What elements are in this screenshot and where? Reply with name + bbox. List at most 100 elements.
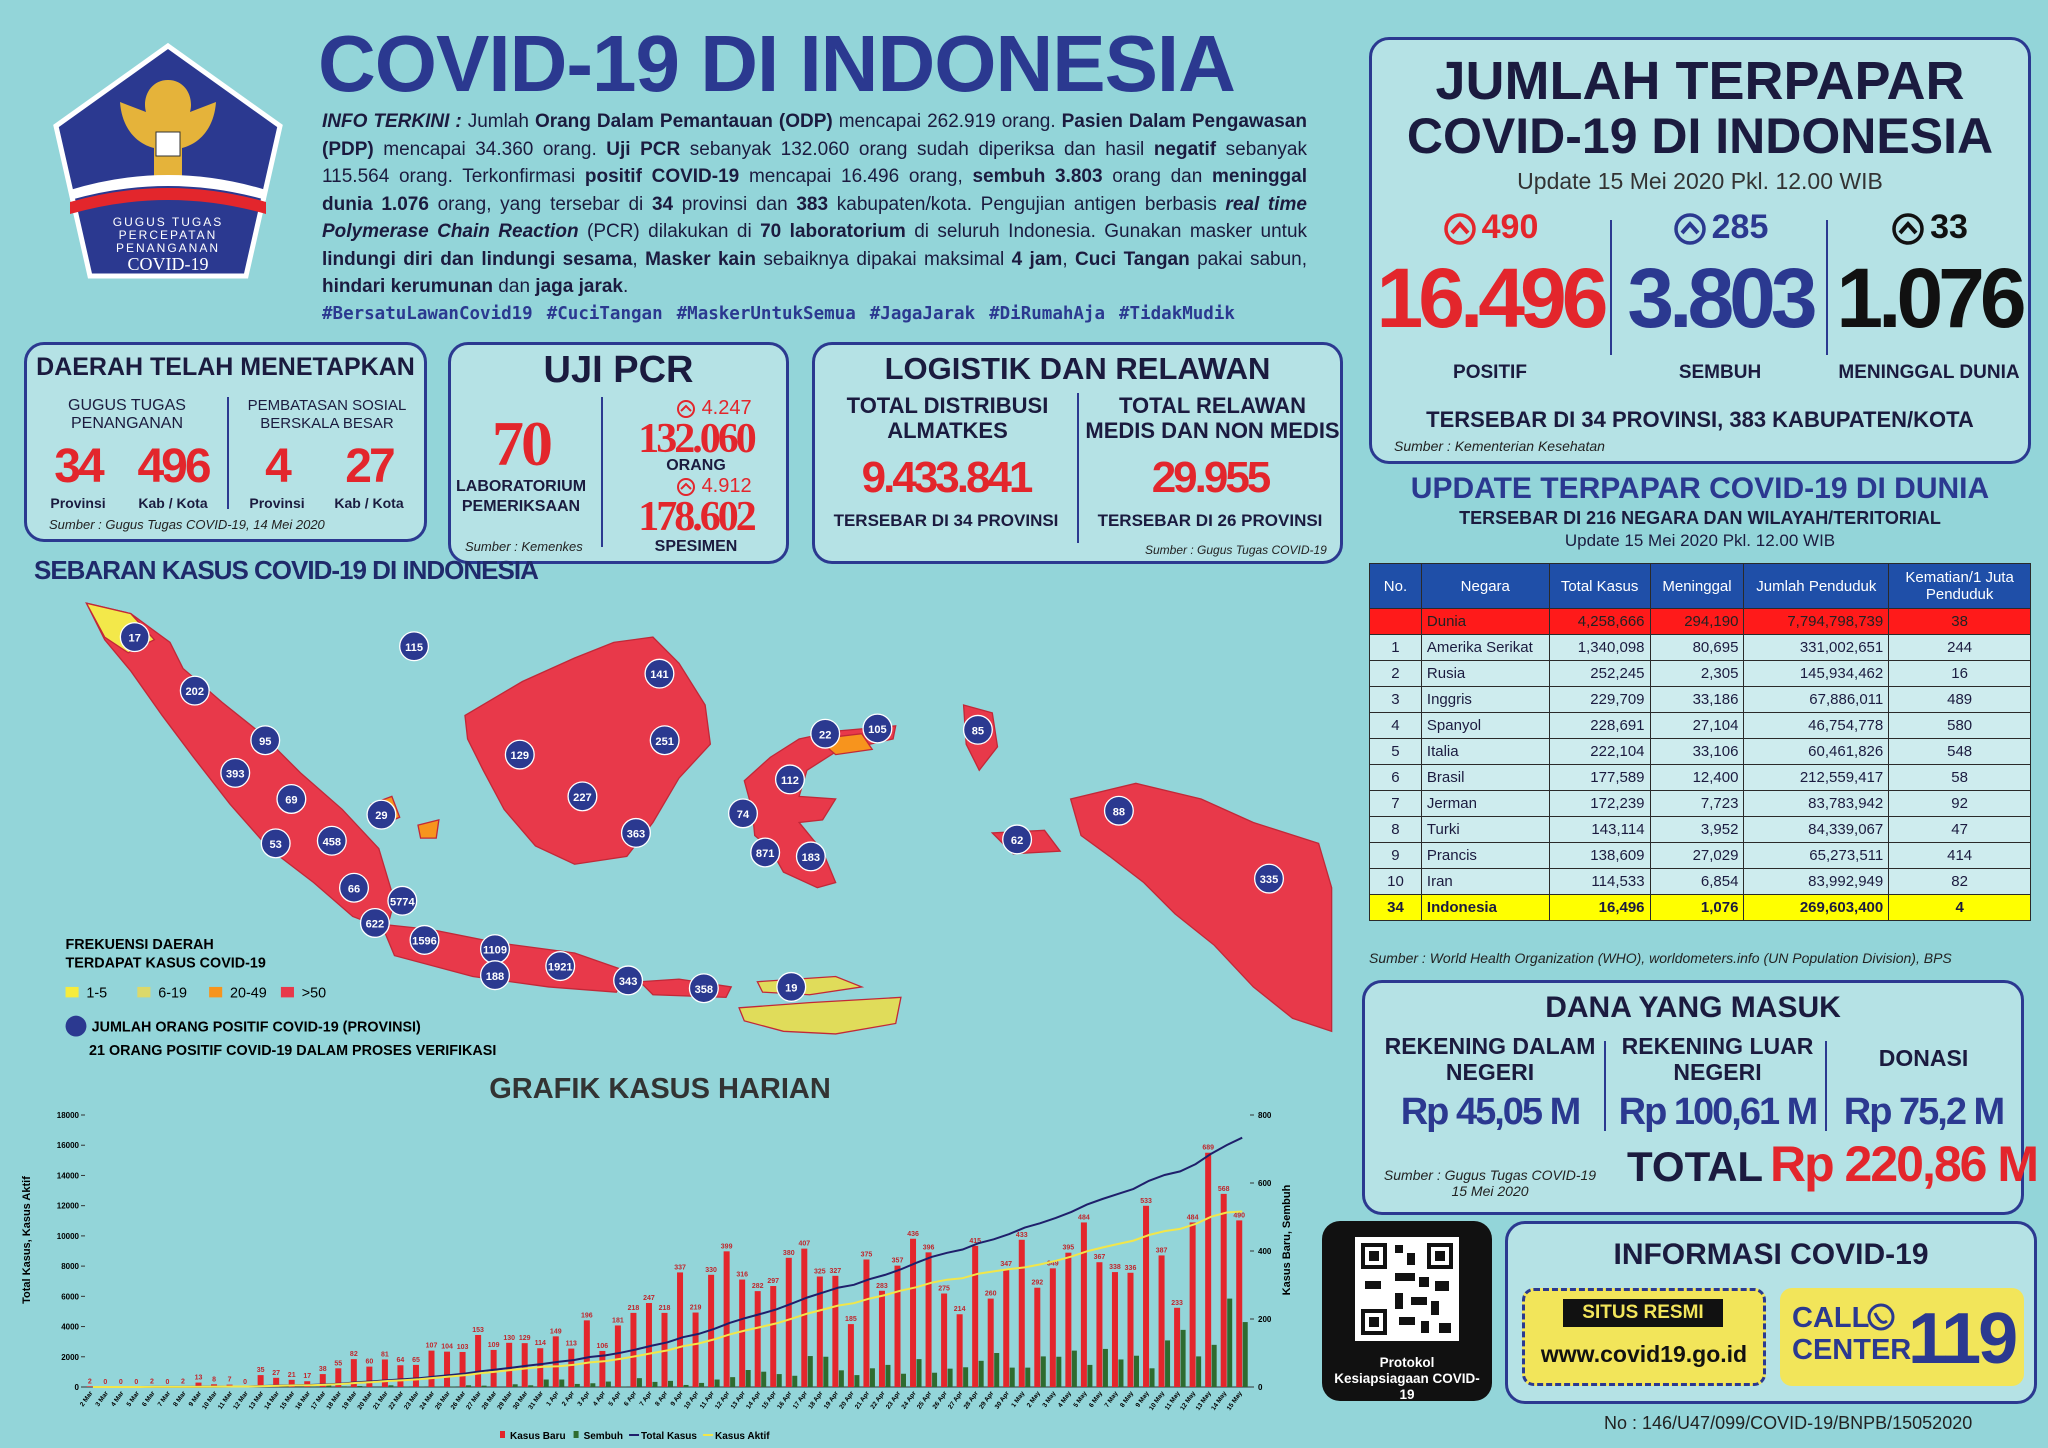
bar <box>683 1384 689 1387</box>
legend-title: FREKUENSI DAERAH <box>66 937 214 953</box>
stat-value: 29.955 <box>1151 453 1272 502</box>
bar <box>350 1359 357 1387</box>
stat-value: 178.602 <box>638 494 757 540</box>
call-number[interactable]: 119 <box>1908 1299 2018 1379</box>
map-marker <box>795 841 826 872</box>
data-label: 27 <box>272 1370 280 1377</box>
bar <box>543 1379 549 1387</box>
update-text: Update 15 Mei 2020 Pkl. 12.00 WIB <box>1564 531 1836 550</box>
marker-label: 105 <box>868 724 886 736</box>
bar <box>357 1385 363 1387</box>
table-row: 9 Prancis 138,609 27,029 65,273,511 414 <box>1369 842 2031 869</box>
bar <box>1180 1329 1186 1387</box>
bar <box>1080 1222 1087 1387</box>
pcr-panel: UJI PCR 70 LABORATORIUM PEMERIKSAAN 4.24… <box>448 342 789 564</box>
x-tick-label: 25 Apr <box>916 1390 933 1411</box>
x-tick-label: 4 Apr <box>592 1390 607 1408</box>
stat-unit: Kab / Kota <box>138 495 208 511</box>
marker-label: 74 <box>737 809 750 821</box>
bar <box>645 1303 652 1387</box>
map-marker <box>545 951 576 982</box>
bar <box>481 1385 487 1387</box>
data-label: 327 <box>830 1268 842 1275</box>
info-segment: 34 <box>651 193 674 215</box>
divider <box>1610 220 1612 355</box>
x-tick-label: 10 Mar <box>201 1390 219 1411</box>
bar <box>319 1374 326 1387</box>
marker-label: 1921 <box>548 962 573 974</box>
bar <box>86 1386 93 1387</box>
marker-label: 1109 <box>483 945 507 957</box>
x-tick-label: 9 Apr <box>670 1390 685 1408</box>
spread-text: TERSEBAR DI 34 PROVINSI, 383 KABUPATEN/K… <box>1426 407 1974 432</box>
table-row: 3 Inggris 229,709 33,186 67,886,011 489 <box>1369 686 2031 713</box>
x-tick-label: 4 Mar <box>110 1390 126 1408</box>
x-tick-label: 15 Apr <box>761 1390 778 1411</box>
table-cell: 27,104 <box>1649 712 1745 739</box>
legend-label: Kasus Baru <box>510 1431 566 1442</box>
info-segment: lindungi diri dan lindungi sesama <box>322 248 633 270</box>
y2-axis-label: Kasus Baru, Sembuh <box>1281 1184 1293 1295</box>
bar <box>838 1370 844 1387</box>
bar <box>745 1370 751 1387</box>
total-label: TOTAL <box>1627 1143 1764 1190</box>
bar <box>792 1375 798 1387</box>
bar <box>668 1380 673 1387</box>
stat-value: 132.060 <box>638 416 757 462</box>
marker-label: 66 <box>348 883 360 895</box>
marker-label: 85 <box>972 725 984 737</box>
bar <box>1003 1269 1010 1387</box>
bar <box>1034 1287 1041 1387</box>
x-tick-label: 14 Apr <box>745 1390 762 1411</box>
bar <box>1118 1359 1124 1387</box>
table-cell: Amerika Serikat <box>1420 634 1550 661</box>
table-cell: Italia <box>1420 738 1550 765</box>
marker-label: 69 <box>285 795 297 807</box>
map-marker <box>276 783 307 814</box>
map-marker <box>504 739 535 770</box>
marker-label: 53 <box>270 839 282 851</box>
data-label: 282 <box>752 1283 764 1290</box>
table-cell: 65,273,511 <box>1743 842 1890 869</box>
bar <box>381 1359 388 1387</box>
data-label: 106 <box>597 1343 609 1350</box>
info-segment: Orang Dalam Pemantauan (ODP) <box>534 111 833 132</box>
bar <box>863 1259 870 1387</box>
map-marker <box>776 971 807 1002</box>
x-tick-label: 3 Apr <box>576 1390 591 1408</box>
data-label: 233 <box>1171 1300 1183 1307</box>
info-segment: pakai sabun, <box>1189 248 1307 270</box>
x-tick-label: 19 Apr <box>823 1390 840 1411</box>
data-label: 375 <box>861 1252 873 1259</box>
call-box[interactable]: CALL CENTER 119 <box>1780 1288 2024 1386</box>
bar <box>947 1368 953 1387</box>
bar <box>1220 1193 1227 1387</box>
up-icon <box>1443 213 1476 245</box>
site-url[interactable]: www.covid19.go.id <box>1540 1341 1748 1367</box>
site-label: SITUS RESMI <box>1563 1299 1723 1327</box>
legend-swatch <box>137 986 151 998</box>
site-box[interactable]: SITUS RESMI www.covid19.go.id <box>1522 1288 1766 1386</box>
map-marker <box>1253 863 1285 894</box>
table-cell: 1,076 <box>1649 894 1745 921</box>
stat-note: TERSEBAR DI 26 PROVINSI <box>1097 511 1323 530</box>
bar <box>832 1275 839 1387</box>
x-tick-label: 2 Apr <box>561 1390 576 1408</box>
table-cell: 2,305 <box>1649 660 1745 687</box>
data-label: 275 <box>938 1286 950 1293</box>
data-label: 129 <box>519 1335 531 1342</box>
stat-value: 34 <box>54 440 104 493</box>
up-icon <box>1673 213 1706 245</box>
table-cell: 10 <box>1369 868 1422 895</box>
map-marker <box>479 960 510 991</box>
divider <box>1604 1041 1606 1131</box>
table-cell: 580 <box>1888 712 2031 739</box>
stat-label: TOTAL DISTRIBUSI ALMATKES <box>846 393 1049 443</box>
x-tick-label: 3 Mar <box>94 1390 110 1408</box>
map-marker <box>1103 795 1134 826</box>
bar <box>816 1276 823 1387</box>
table-cell: 252,245 <box>1548 660 1651 687</box>
data-label: 17 <box>303 1373 311 1380</box>
panel-title: DANA YANG MASUK <box>1545 991 1841 1024</box>
